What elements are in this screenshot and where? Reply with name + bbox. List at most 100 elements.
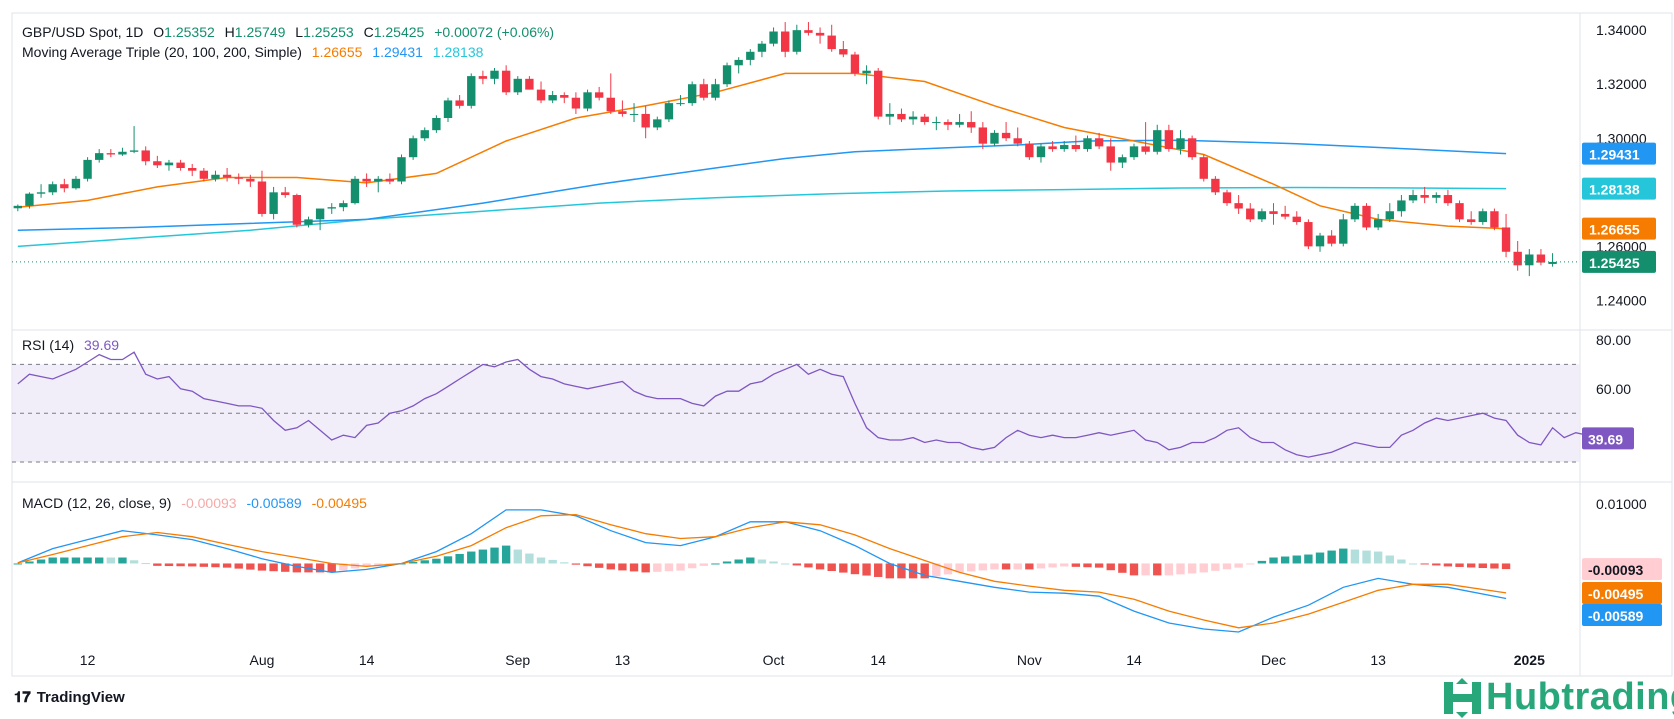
candle — [711, 78, 720, 101]
candle-body — [560, 95, 569, 98]
price-legend: GBP/USD Spot, 1D O1.25352 H1.25749 L1.25… — [22, 24, 560, 40]
candle-body — [641, 113, 650, 128]
candle-body — [60, 184, 69, 189]
candle-body — [281, 192, 290, 196]
price-badge-text: 1.25425 — [1589, 255, 1640, 271]
macd-histogram-bar — [664, 563, 674, 572]
candle-body — [1060, 145, 1069, 150]
candle-body — [25, 193, 34, 206]
rsi-badge-text: 39.69 — [1588, 431, 1623, 447]
candle-body — [1118, 157, 1127, 163]
candle — [525, 76, 534, 90]
candle — [129, 126, 139, 154]
candle-body — [804, 30, 813, 33]
candle-body — [1129, 146, 1139, 158]
candle-body — [722, 65, 732, 85]
macd-histogram-bar — [1339, 548, 1348, 564]
rsi-tick-label: 60.00 — [1596, 381, 1631, 397]
x-axis-label: Nov — [1017, 652, 1042, 668]
macd-histogram-bar — [722, 561, 732, 564]
tradingview-logo[interactable]: 𝟏𝟕 TradingView — [14, 689, 125, 706]
macd-histogram-bar — [315, 563, 325, 573]
ma200-line — [17, 186, 1507, 248]
candle-body — [385, 178, 395, 182]
candle — [629, 103, 639, 123]
macd-histogram-bar — [699, 563, 708, 566]
macd-histogram-bar — [1118, 563, 1127, 573]
candle-body — [920, 116, 929, 123]
candle — [850, 51, 860, 77]
hubtrading-logo[interactable]: Hubtrading — [1442, 676, 1674, 719]
candle — [1106, 138, 1115, 171]
candle-body — [513, 78, 522, 93]
macd-histogram-bar — [129, 560, 139, 564]
candle — [897, 108, 906, 123]
candle-body — [932, 122, 941, 124]
macd-histogram-bar — [1106, 563, 1115, 571]
candle — [1246, 203, 1255, 223]
candle — [1327, 230, 1336, 247]
price-badge: 1.28138 — [1582, 177, 1656, 200]
price-badge-bg — [1582, 142, 1656, 165]
candle — [164, 159, 174, 171]
candle — [1339, 213, 1348, 247]
candle — [1164, 124, 1174, 152]
candle — [234, 173, 243, 185]
candle — [467, 73, 476, 109]
macd-histogram-bar — [176, 563, 185, 567]
macd-histogram-bar — [13, 563, 22, 565]
candle-body — [1478, 211, 1487, 223]
candle — [699, 78, 708, 101]
candle-body — [1501, 227, 1511, 252]
candle-body — [967, 122, 976, 128]
macd-histogram-bar — [676, 563, 685, 571]
price-badge: 1.25425 — [1582, 250, 1656, 273]
macd-hist-value: -0.00093 — [181, 495, 237, 511]
candle-body — [792, 30, 801, 52]
macd-line — [17, 509, 1507, 633]
rsi-tick-label: 80.00 — [1596, 332, 1631, 348]
macd-histogram-bar — [118, 557, 127, 564]
candle — [1083, 135, 1092, 152]
macd-histogram-bar — [1408, 563, 1418, 565]
candle-body — [1490, 211, 1499, 228]
candle — [1013, 127, 1022, 147]
macd-histogram-bar — [815, 563, 825, 570]
candle — [1478, 208, 1487, 225]
candle — [920, 113, 929, 125]
candle — [211, 170, 220, 182]
price-tick-label: 1.30000 — [1596, 130, 1647, 146]
macd-histogram-bar — [1246, 563, 1255, 565]
candle-body — [490, 70, 499, 79]
candle-body — [676, 103, 685, 105]
macd-histogram-bar — [1060, 563, 1069, 567]
macd-histogram-bar — [292, 563, 302, 573]
candle-body — [1397, 200, 1406, 212]
ma100-value: 1.29431 — [372, 44, 423, 60]
candle-body — [246, 178, 255, 182]
macd-histogram-bar — [246, 563, 255, 570]
macd-histogram-bar — [897, 563, 906, 579]
candle-body — [13, 205, 22, 209]
macd-histogram-bar — [327, 563, 336, 573]
candle — [1490, 208, 1499, 231]
candle — [1525, 249, 1534, 277]
candle-body — [711, 84, 720, 98]
macd-histogram-bar — [1187, 563, 1197, 574]
candle-body — [699, 84, 708, 98]
candle — [804, 22, 813, 36]
candle — [1548, 253, 1557, 267]
ma200-value: 1.28138 — [432, 44, 484, 60]
macd-histogram-bar — [1373, 551, 1383, 564]
candle — [1280, 205, 1290, 220]
candle-body — [199, 170, 209, 179]
macd-histogram-bar — [653, 563, 662, 572]
candle — [25, 192, 34, 209]
candle — [885, 103, 895, 125]
candle-body — [1257, 211, 1267, 220]
macd-hist-badge-bg — [1582, 558, 1662, 581]
candle-body — [304, 219, 313, 225]
candle — [385, 173, 395, 185]
candle-body — [606, 97, 615, 112]
